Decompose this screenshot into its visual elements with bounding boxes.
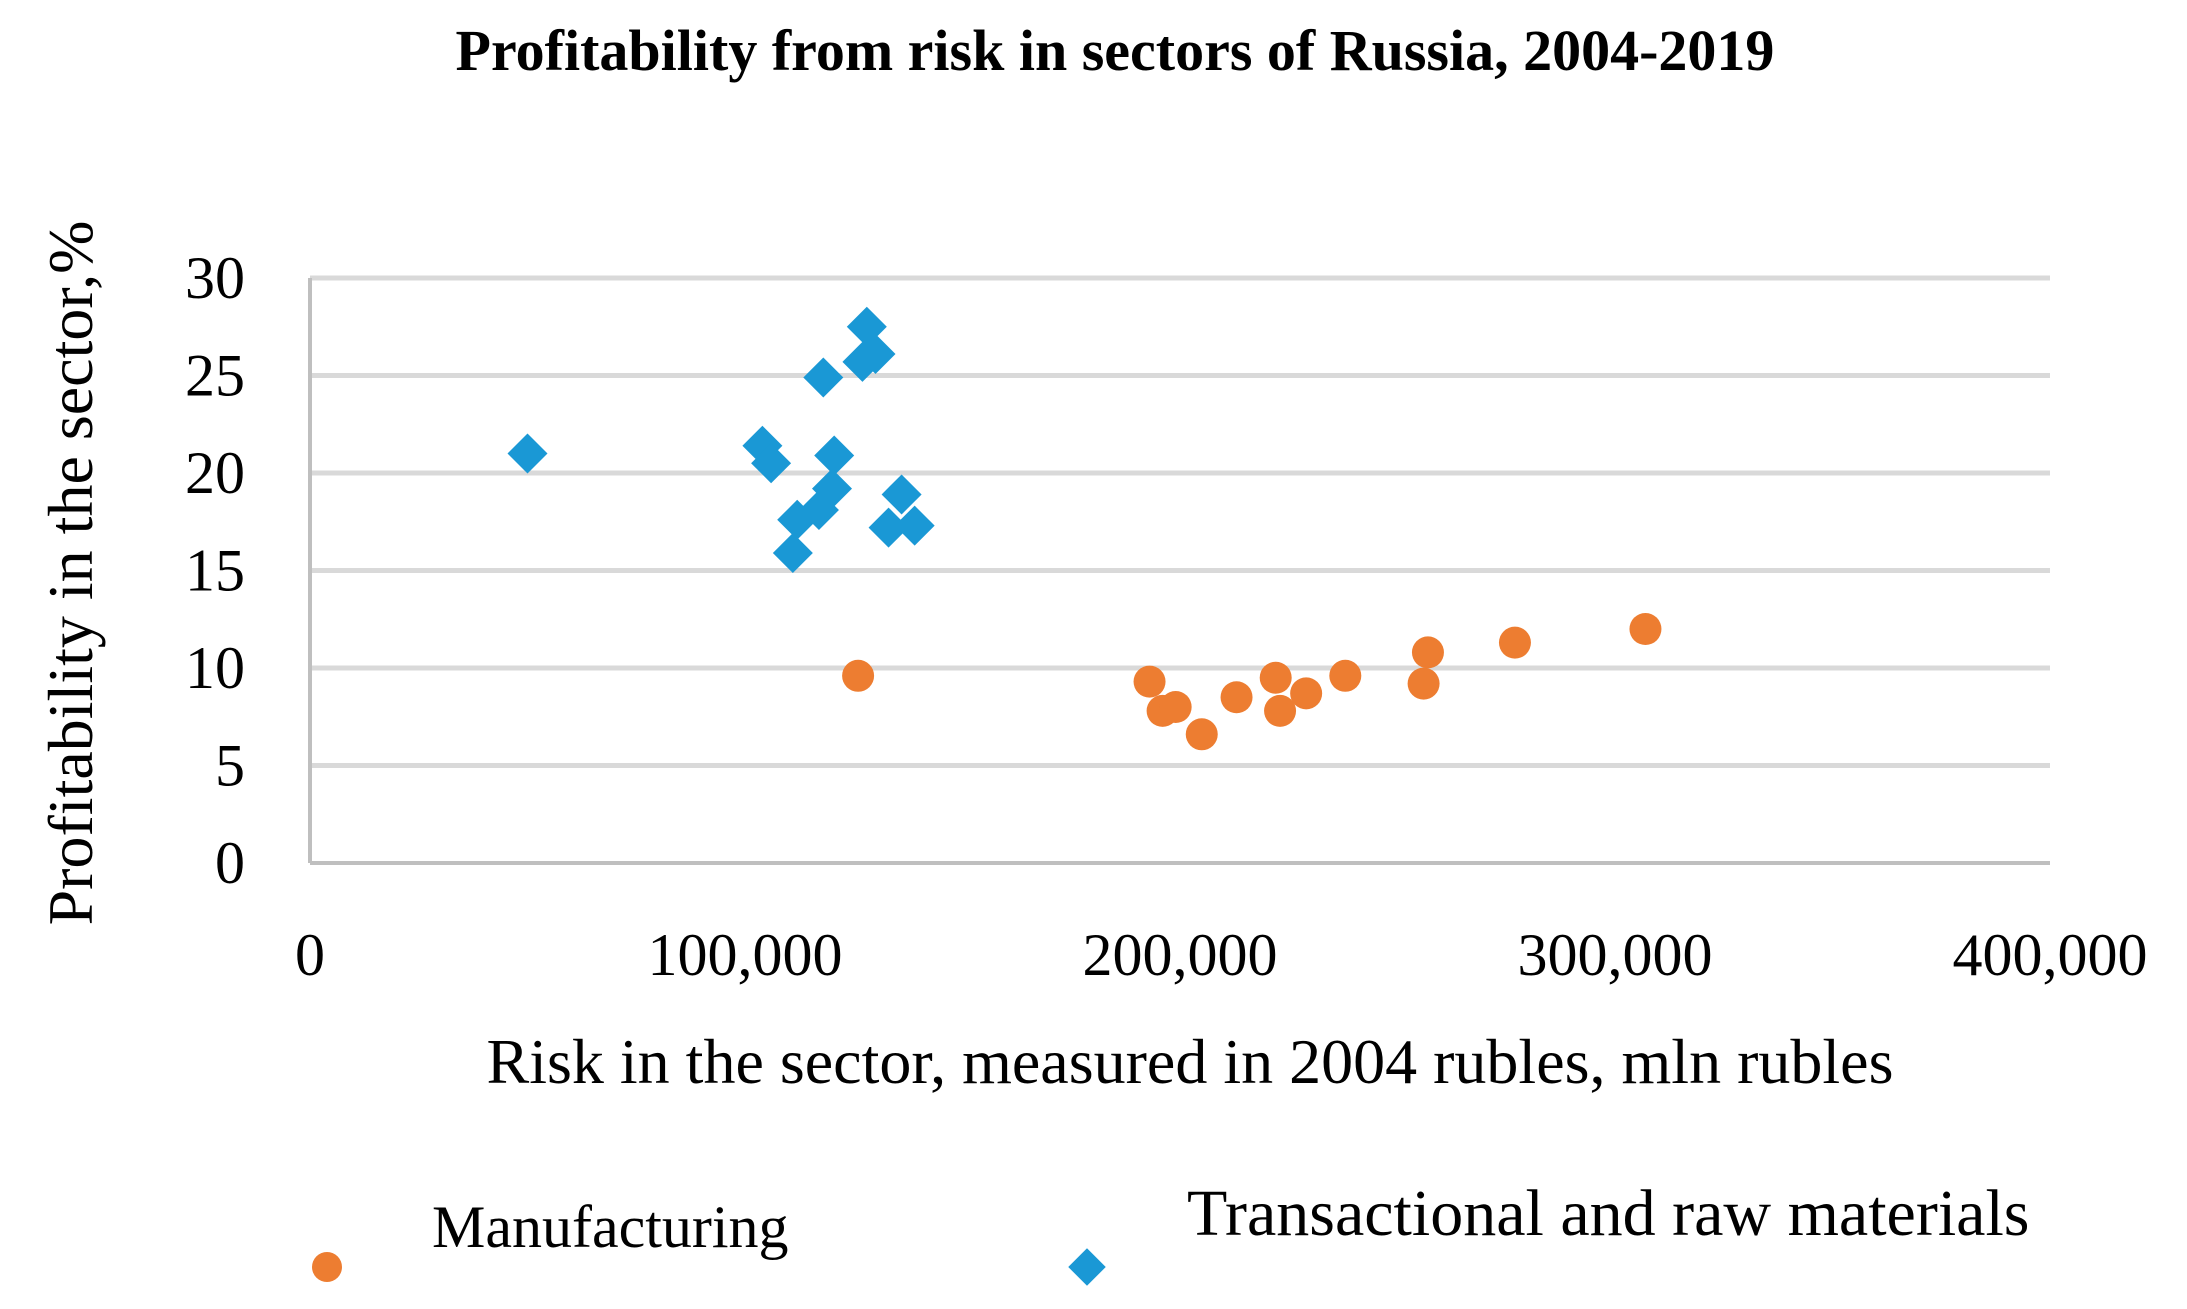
y-tick-label: 15 bbox=[185, 538, 245, 604]
y-axis-title: Profitability in the sector,% bbox=[35, 221, 106, 926]
y-tick-label: 0 bbox=[215, 830, 245, 896]
transactional-point bbox=[868, 507, 909, 548]
y-tick-labels: 0 5 10 15 20 25 30 bbox=[185, 245, 245, 896]
legend-marker-manufacturing bbox=[312, 1252, 342, 1282]
transactional-point bbox=[894, 505, 935, 546]
axes bbox=[308, 278, 2050, 865]
gridlines bbox=[310, 275, 2050, 768]
transactional-point bbox=[812, 468, 852, 509]
legend-marker-transactional bbox=[1068, 1248, 1106, 1286]
y-tick-label: 5 bbox=[215, 733, 245, 799]
transactional-point bbox=[751, 443, 792, 484]
manufacturing-point bbox=[1159, 691, 1192, 723]
manufacturing-point bbox=[1411, 636, 1444, 669]
manufacturing-point bbox=[1629, 613, 1662, 645]
y-tick-label: 30 bbox=[185, 245, 245, 311]
manufacturing-point bbox=[1259, 661, 1292, 694]
manufacturing-point bbox=[1133, 665, 1166, 698]
x-axis-title: Risk in the sector, measured in 2004 rub… bbox=[487, 1026, 1894, 1097]
manufacturing-point bbox=[1498, 626, 1531, 659]
x-tick-label: 100,000 bbox=[648, 922, 843, 988]
manufacturing-point bbox=[1264, 694, 1297, 727]
manufacturing-point bbox=[1407, 667, 1440, 700]
manufacturing-point bbox=[1290, 677, 1323, 710]
x-tick-labels: 0 100,000 200,000 300,000 400,000 bbox=[295, 922, 2148, 988]
manufacturing-point bbox=[1329, 659, 1362, 692]
chart-title: Profitability from risk in sectors of Ru… bbox=[456, 18, 1775, 83]
transactional-point bbox=[507, 433, 548, 474]
x-tick-label: 200,000 bbox=[1083, 922, 1278, 988]
y-tick-label: 20 bbox=[185, 440, 245, 506]
manufacturing-point bbox=[842, 659, 875, 692]
y-tick-label: 10 bbox=[185, 635, 245, 701]
legend: Manufacturing Transactional and raw mater… bbox=[312, 1177, 2029, 1286]
manufacturing-point bbox=[1220, 681, 1253, 714]
data-points bbox=[507, 306, 1662, 751]
manufacturing-point bbox=[1185, 718, 1218, 751]
transactional-point bbox=[772, 532, 813, 573]
x-tick-label: 300,000 bbox=[1518, 922, 1713, 988]
x-tick-label: 400,000 bbox=[1953, 922, 2148, 988]
transactional-point bbox=[814, 435, 855, 476]
transactional-point bbox=[803, 357, 844, 398]
x-tick-label: 0 bbox=[295, 922, 325, 988]
legend-label-manufacturing: Manufacturing bbox=[432, 1194, 789, 1260]
transactional-point bbox=[881, 474, 922, 515]
legend-label-transactional: Transactional and raw materials bbox=[1187, 1177, 2029, 1250]
y-tick-label: 25 bbox=[185, 343, 245, 409]
transactional-point bbox=[855, 334, 896, 375]
